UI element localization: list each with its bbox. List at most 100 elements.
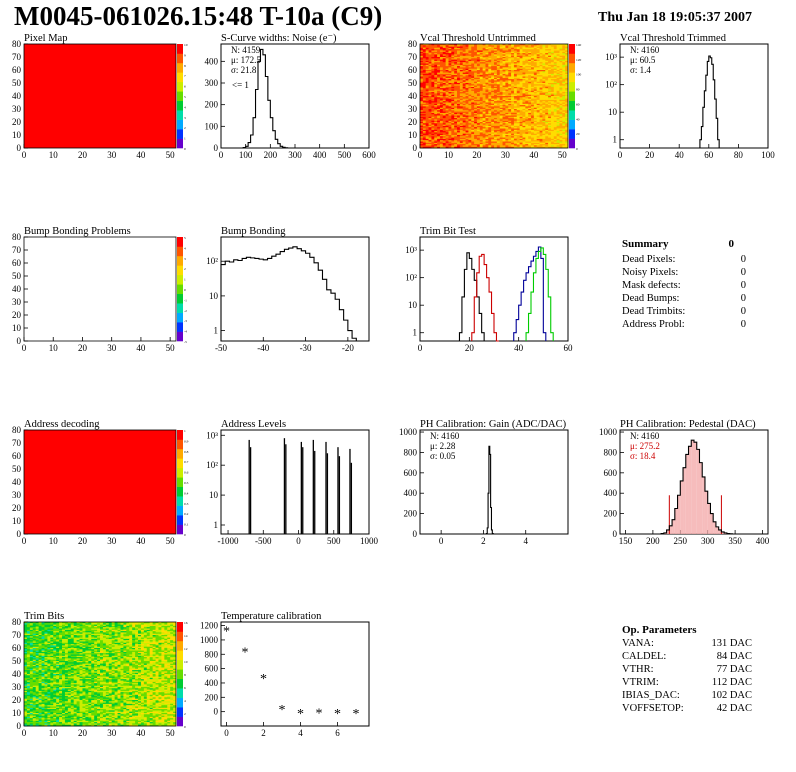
heatmap-cell [462, 66, 466, 68]
heatmap-cell [548, 94, 552, 97]
heatmap-cell [451, 50, 455, 53]
heatmap-cell [516, 46, 521, 49]
color-scale-label: 3 [184, 257, 186, 261]
heatmap-cell [439, 146, 444, 149]
heatmap-cell [505, 119, 509, 122]
heatmap-cell [482, 101, 486, 103]
heatmap-cell [420, 136, 424, 138]
heatmap-cell [445, 131, 449, 133]
heatmap-cell [516, 128, 521, 131]
heatmap-cell [425, 47, 429, 50]
heatmap-cell [502, 88, 506, 90]
heatmap-cell [476, 99, 481, 102]
heatmap-cell [474, 145, 478, 148]
heatmap-cell [439, 144, 444, 146]
heatmap-cell [471, 59, 475, 62]
heatmap-cell [556, 89, 560, 92]
heatmap-cell [422, 116, 427, 119]
heatmap-cell [488, 59, 492, 62]
heatmap-cell [465, 47, 469, 50]
heatmap-cell [519, 115, 523, 118]
heatmap-cell [553, 55, 558, 58]
heatmap-cell [445, 63, 449, 66]
heatmap-cell [513, 45, 518, 47]
x-tick-label: 50 [166, 536, 176, 546]
heatmap-cell [451, 112, 455, 115]
heatmap-cell [454, 124, 458, 127]
heatmap-cell [550, 136, 555, 138]
heatmap-cell [565, 58, 569, 60]
heatmap-cell [548, 103, 552, 106]
heatmap-cell [482, 94, 486, 97]
heatmap-cell [50, 628, 54, 631]
heatmap-cell [428, 135, 432, 137]
heatmap-cell [550, 133, 555, 136]
heatmap-cell [494, 119, 498, 122]
x-tick-label: 0 [22, 343, 27, 353]
color-scale-step [177, 467, 183, 478]
heatmap-cell [422, 103, 427, 106]
heatmap-cell [459, 97, 464, 99]
color-scale-label: 0.3 [184, 502, 189, 506]
heatmap-cell [457, 53, 461, 55]
heatmap-cell [431, 67, 435, 70]
heatmap-cell [457, 67, 461, 70]
heatmap-cell [542, 133, 546, 136]
color-scale-label: 1 [184, 429, 186, 433]
heatmap-cell [508, 64, 512, 67]
heatmap-cell [491, 49, 495, 51]
heatmap-cell [548, 77, 552, 80]
heatmap-cell [457, 137, 461, 140]
heatmap-cell [442, 84, 447, 86]
heatmap-cell [476, 62, 481, 64]
y-tick-label: 600 [604, 468, 618, 478]
heatmap-cell [553, 64, 558, 67]
heatmap-cell [32, 625, 37, 628]
heatmap-cell [476, 127, 481, 129]
heatmap-cell [565, 125, 569, 128]
heatmap-cell [459, 53, 464, 55]
heatmap-cell [437, 89, 441, 92]
heatmap-cell [474, 62, 478, 64]
color-scale-step [177, 62, 183, 73]
heatmap-cell [485, 76, 489, 79]
heatmap-cell [525, 119, 529, 122]
heatmap-cell [468, 131, 472, 133]
heatmap-cell [502, 97, 506, 99]
heatmap-cell [448, 107, 452, 110]
heatmap-cell [556, 101, 560, 103]
heatmap-cell [516, 144, 521, 146]
heatmap-cell [420, 119, 424, 122]
heatmap-cell [508, 90, 512, 93]
heatmap-cell [536, 136, 540, 138]
heatmap-cell [511, 83, 515, 85]
heatmap-cell [462, 72, 466, 75]
heatmap-cell [505, 58, 509, 60]
heatmap-cell [431, 96, 435, 98]
color-scale-step [177, 72, 183, 83]
heatmap-cell [496, 58, 501, 60]
heatmap-cell [539, 136, 543, 138]
heatmap-cell [511, 146, 515, 149]
heatmap-cell [434, 112, 438, 115]
heatmap-cell [522, 60, 526, 63]
heatmap-cell [499, 85, 503, 88]
vcal_trimmed-marks [699, 55, 720, 148]
heatmap-cell [420, 79, 424, 81]
heatmap-cell [445, 64, 449, 67]
x-tick-label: 10 [49, 343, 59, 353]
heatmap-cell [439, 55, 444, 58]
y-tick-label: 80 [12, 617, 22, 627]
heatmap-cell [97, 628, 101, 631]
heatmap-cell [562, 44, 566, 46]
heatmap-cell [562, 62, 566, 64]
heatmap-cell [448, 70, 452, 72]
heatmap-cell [479, 102, 484, 105]
heatmap-cell [454, 89, 458, 92]
heatmap-cell [468, 124, 472, 127]
heatmap-cell [448, 67, 452, 70]
heatmap-cell [428, 88, 432, 90]
heatmap-cell [553, 85, 558, 88]
heatmap-cell [445, 98, 449, 101]
heatmap-cell [559, 110, 563, 112]
